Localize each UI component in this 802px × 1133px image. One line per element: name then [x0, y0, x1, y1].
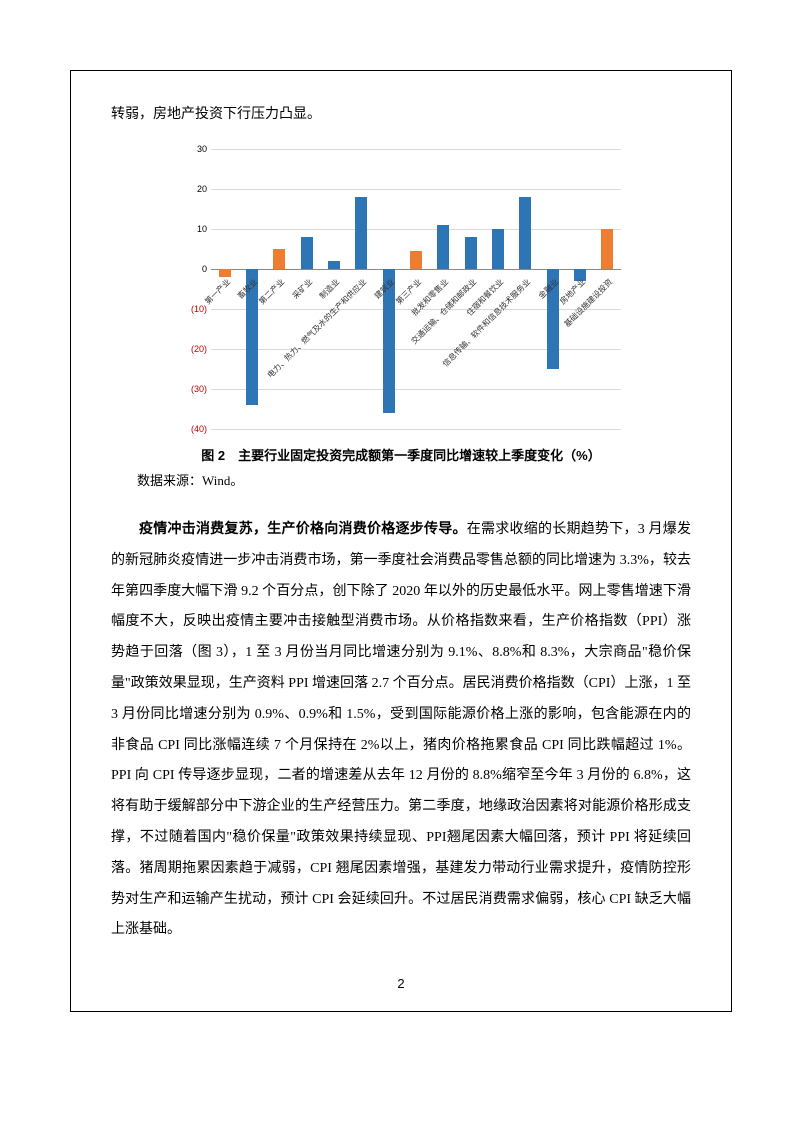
bar	[328, 261, 340, 269]
bar	[601, 229, 613, 269]
paragraph-body: 在需求收缩的长期趋势下，3 月爆发的新冠肺炎疫情进一步冲击消费市场，第一季度社会…	[111, 522, 691, 937]
figure-2-caption: 图 2 主要行业固定投资完成额第一季度同比增速较上季度变化（%）	[111, 445, 691, 464]
plot-area: (40)(30)(20)(10)0102030第一产业畜牧业第二产业采矿业制造业…	[211, 149, 621, 429]
page-number: 2	[111, 976, 691, 991]
x-axis-label: 采矿业	[290, 277, 315, 302]
figure-2-chart: (40)(30)(20)(10)0102030第一产业畜牧业第二产业采矿业制造业…	[171, 139, 631, 439]
bar	[492, 229, 504, 269]
page-content: 转弱，房地产投资下行压力凸显。 (40)(30)(20)(10)0102030第…	[70, 70, 732, 1012]
bar	[437, 225, 449, 269]
paragraph-lead: 疫情冲击消费复苏，生产价格向消费价格逐步传导。	[139, 520, 467, 536]
top-paragraph: 转弱，房地产投资下行压力凸显。	[111, 101, 691, 129]
bar	[519, 197, 531, 269]
bar	[465, 237, 477, 269]
data-source: 数据来源：Wind。	[137, 470, 691, 489]
bar	[273, 249, 285, 269]
bar	[355, 197, 367, 269]
main-paragraph: 疫情冲击消费复苏，生产价格向消费价格逐步传导。在需求收缩的长期趋势下，3 月爆发…	[111, 513, 691, 946]
x-axis-label: 第一产业	[202, 277, 232, 307]
x-axis-label: 基础设施建设投资	[562, 277, 615, 330]
x-axis-label: 第二产业	[257, 277, 287, 307]
bar	[301, 237, 313, 269]
bar	[410, 251, 422, 269]
